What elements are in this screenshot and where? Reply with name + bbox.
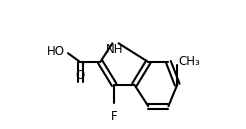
Text: F: F <box>111 110 118 123</box>
Text: NH: NH <box>106 43 123 56</box>
Text: HO: HO <box>47 45 65 58</box>
Text: CH₃: CH₃ <box>179 55 200 68</box>
Text: O: O <box>76 69 85 82</box>
